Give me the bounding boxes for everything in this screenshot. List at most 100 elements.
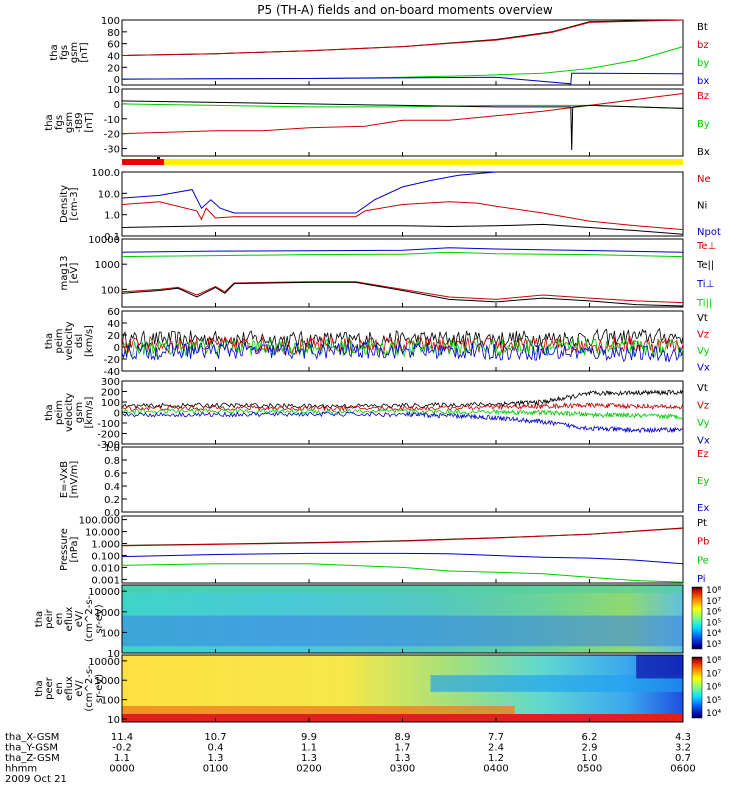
velocity-2-ylabel-line: [km/s] bbox=[84, 396, 95, 428]
e-field-ytick-label: 0.4 bbox=[104, 482, 120, 493]
temperature-ytick-label: 100 bbox=[101, 285, 120, 296]
date-label: 2009 Oct 21 bbox=[5, 774, 67, 785]
pressure-ylabel-line: [nPa] bbox=[69, 536, 80, 562]
electron-spectrogram-colorbar-label: 10⁵ bbox=[706, 696, 721, 706]
temperature-ylabel-line: mag13 bbox=[59, 256, 70, 291]
density-legend-ni: Ni bbox=[697, 201, 707, 212]
ephemeris-value: 0.4 bbox=[208, 743, 224, 754]
fgs-gsm-t89-ylabel-line: tha bbox=[44, 114, 55, 130]
x-tick-label: 0000 bbox=[109, 764, 134, 775]
fgs-gsm-legend-bx: bx bbox=[697, 76, 709, 87]
fgs-gsm-ylabel-line: gsm bbox=[69, 42, 80, 63]
temperature-series-te-line bbox=[121, 281, 684, 307]
ion-spectrogram-high-energy-band bbox=[122, 585, 683, 594]
density-series-ni-line bbox=[121, 223, 684, 235]
pressure-series-pb-line bbox=[121, 527, 684, 547]
fgs-gsm-legend-bt: Bt bbox=[697, 22, 708, 33]
ion-spectrogram-ylabel-line: sr-eV) bbox=[94, 604, 105, 633]
chart-title: P5 (TH-A) fields and on-board moments ov… bbox=[257, 3, 553, 17]
fgs-gsm-ylabel-line: fgs bbox=[59, 45, 70, 60]
ephemeris-value: 1.7 bbox=[395, 743, 411, 754]
electron-spectrogram-dark-band bbox=[636, 655, 683, 679]
pressure-series-pe-line bbox=[121, 563, 684, 583]
fgs-gsm-ytick-label: 0 bbox=[114, 75, 120, 86]
ion-spectrogram-ylabel-line: peir bbox=[44, 608, 55, 628]
e-field-ytick-label: 1.0 bbox=[104, 443, 120, 454]
pressure-ylabel-line: Pressure bbox=[59, 528, 70, 571]
velocity-1-ytick-label: 20 bbox=[107, 331, 120, 342]
ephemeris-value: 11.4 bbox=[111, 732, 133, 743]
x-tick-label: 0200 bbox=[296, 764, 321, 775]
fgs-gsm-t89-legend-by: By bbox=[697, 119, 710, 130]
density-ytick-label: 10.0 bbox=[98, 189, 120, 200]
temperature-series-te-line bbox=[121, 281, 684, 304]
velocity-2-ytick-label: 0 bbox=[114, 409, 120, 420]
fgs-gsm-t89-ytick-label: 10 bbox=[107, 85, 120, 96]
ion-spectrogram-colorbar-label: 10⁴ bbox=[706, 629, 721, 639]
velocity-2-ytick-label: -200 bbox=[97, 430, 120, 441]
fgs-gsm-t89-ylabel-line: gsm bbox=[64, 112, 75, 133]
fgs-gsm-series-bz-line bbox=[121, 19, 684, 56]
x-tick-label: 0100 bbox=[203, 764, 228, 775]
electron-spectrogram-ytick-label: 10000 bbox=[88, 657, 120, 668]
temperature-legend-ti: Ti⊥ bbox=[696, 279, 714, 290]
fgs-gsm-ytick-label: 40 bbox=[107, 51, 120, 62]
mode-bar-marker bbox=[157, 157, 160, 159]
velocity-2-series-vy-line bbox=[121, 408, 684, 420]
pressure-legend-pt: Pt bbox=[697, 518, 707, 529]
fgs-gsm-t89-ytick-label: -30 bbox=[104, 145, 120, 156]
ephemeris-value: 2.9 bbox=[582, 743, 598, 754]
temperature-ylabel-line: [eV] bbox=[69, 263, 80, 284]
ion-spectrogram-colorbar-label: 10⁶ bbox=[706, 608, 721, 618]
density-ytick-label: 1.0 bbox=[104, 211, 120, 222]
pressure-ytick-label: 0.100 bbox=[91, 551, 120, 562]
density-series-ne-line bbox=[121, 201, 684, 231]
e-field-ytick-label: 0.2 bbox=[104, 495, 120, 506]
fgs-gsm-legend-bz: bz bbox=[697, 40, 709, 51]
ion-spectrogram-ylabel-line: eV/ bbox=[74, 610, 85, 627]
ion-spectrogram-colorbar-label: 10⁸ bbox=[706, 586, 721, 596]
velocity-2-legend-vt: Vt bbox=[697, 383, 708, 394]
temperature-legend-te: Te|| bbox=[696, 260, 714, 271]
pressure-legend-pb: Pb bbox=[697, 537, 709, 548]
ion-spectrogram-low-energy-band bbox=[122, 615, 683, 647]
pressure-legend-pe: Pe bbox=[697, 555, 709, 566]
fgs-gsm-ylabel-line: tha bbox=[49, 44, 60, 60]
electron-spectrogram-orange-band bbox=[122, 706, 515, 714]
e-field-frame bbox=[121, 446, 684, 513]
e-field-ytick-label: 0.8 bbox=[104, 456, 120, 467]
electron-spectrogram-ylabel-line: peer bbox=[44, 676, 55, 700]
electron-spectrogram-ylabel-line: eflux bbox=[64, 676, 75, 701]
pressure-frame bbox=[121, 515, 684, 584]
ion-spectrogram-ylabel-line: eflux bbox=[64, 607, 75, 632]
fgs-gsm-t89-ytick-label: -20 bbox=[104, 130, 120, 141]
ion-spectrogram-ylabel-line: (cm^2-s- bbox=[84, 595, 95, 642]
velocity-1-legend-vt: Vt bbox=[697, 313, 708, 324]
electron-spectrogram-ylabel-line: eV/ bbox=[74, 680, 85, 697]
pressure-ytick-label: 10.000 bbox=[85, 528, 120, 539]
ephemeris-value: 4.3 bbox=[675, 732, 691, 743]
velocity-1-frame bbox=[121, 310, 684, 372]
pressure-ytick-label: 0.001 bbox=[91, 575, 120, 586]
e-field-ylabel-line: E=-VxB bbox=[59, 461, 70, 498]
fgs-gsm-t89-ylabel-line: [nT] bbox=[84, 112, 95, 132]
ephemeris-value: 2.4 bbox=[488, 743, 504, 754]
ephemeris-label-0: tha_X-GSM bbox=[5, 732, 59, 743]
velocity-1-ytick-label: -20 bbox=[104, 355, 120, 366]
temperature-frame bbox=[121, 238, 684, 308]
ion-spectrogram-colorbar-label: 10³ bbox=[706, 640, 721, 650]
fgs-gsm-legend-by: by bbox=[697, 58, 709, 69]
density-ytick-label: 100.0 bbox=[91, 168, 120, 179]
mode-bar-segment-1 bbox=[164, 159, 683, 165]
ephemeris-value: 9.9 bbox=[301, 732, 317, 743]
ion-spectrogram-ylabel-line: en bbox=[54, 613, 65, 626]
ephemeris-value: 1.3 bbox=[301, 753, 317, 764]
ephemeris-value: 6.2 bbox=[582, 732, 598, 743]
electron-spectrogram-colorbar-label: 10⁶ bbox=[706, 683, 721, 693]
electron-spectrogram-ylabel-line: tha bbox=[34, 680, 45, 696]
ion-spectrogram-ytick-label: 100 bbox=[101, 628, 120, 639]
velocity-2-ylabel-line: peim bbox=[54, 400, 65, 425]
ephemeris-value: 0.7 bbox=[675, 753, 691, 764]
fgs-gsm-t89-series-bz-line bbox=[121, 93, 684, 135]
velocity-1-ylabel-line: [km/s] bbox=[84, 325, 95, 357]
